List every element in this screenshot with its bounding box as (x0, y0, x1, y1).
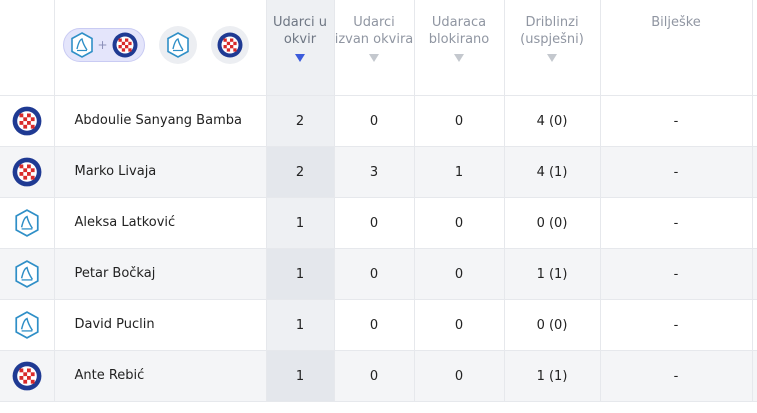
hajduk-logo-icon (112, 32, 138, 58)
team-logo-cell (0, 146, 55, 198)
team-filter-both[interactable]: + (62, 28, 145, 62)
shots-on-target-value: 1 (266, 197, 335, 249)
sort-icon (369, 54, 379, 62)
shots-on-target-value: 1 (266, 350, 335, 402)
notes-value: - (600, 146, 753, 198)
team-filters: + (55, 0, 266, 64)
team-logo-cell (0, 197, 55, 249)
shots-on-target-value: 1 (266, 299, 335, 351)
hajduk-logo-icon (12, 157, 42, 187)
shots-blocked-value: 0 (414, 248, 505, 300)
header-shots-on-target[interactable]: Udarci u okvir (266, 0, 335, 96)
sort-icon (454, 54, 464, 62)
shots-blocked-value: 0 (414, 350, 505, 402)
hajduk-logo-icon (12, 361, 42, 391)
table-row[interactable]: Marko Livaja 2 3 1 4 (1) - (0, 146, 757, 198)
header-notes-label: Bilješke (651, 15, 701, 30)
overflow-cell (752, 248, 757, 300)
osijek-logo-icon (15, 260, 39, 288)
dribbles-value: 4 (0) (504, 95, 601, 147)
hajduk-logo-icon (217, 32, 243, 58)
header-corner (0, 0, 55, 96)
notes-value: - (600, 350, 753, 402)
header-shots-on-target-label: Udarci u okvir (273, 15, 327, 47)
shots-off-target-value: 0 (334, 95, 415, 147)
player-name[interactable]: David Puclin (54, 299, 267, 351)
table-row[interactable]: Abdoulie Sanyang Bamba 2 0 0 4 (0) - (0, 95, 757, 147)
team-logo-cell (0, 350, 55, 402)
player-name[interactable]: Petar Bočkaj (54, 248, 267, 300)
overflow-cell (752, 299, 757, 351)
header-shots-blocked[interactable]: Udaraca blokirano (414, 0, 505, 96)
dribbles-value: 0 (0) (504, 299, 601, 351)
dribbles-value: 0 (0) (504, 197, 601, 249)
notes-value: - (600, 95, 753, 147)
table-row[interactable]: Aleksa Latković 1 0 0 0 (0) - (0, 197, 757, 249)
dribbles-value: 1 (1) (504, 350, 601, 402)
shots-blocked-value: 0 (414, 299, 505, 351)
notes-value: - (600, 299, 753, 351)
shots-off-target-value: 0 (334, 299, 415, 351)
team-logo-cell (0, 248, 55, 300)
table-row[interactable]: David Puclin 1 0 0 0 (0) - (0, 299, 757, 351)
osijek-logo-icon (15, 311, 39, 339)
osijek-logo-icon (166, 32, 189, 58)
notes-value: - (600, 197, 753, 249)
shots-off-target-value: 3 (334, 146, 415, 198)
header-dribbles[interactable]: Driblinzi (uspješni) (504, 0, 601, 96)
sort-desc-icon (295, 54, 305, 62)
team-filter-osijek[interactable] (158, 26, 197, 64)
overflow-cell (752, 146, 757, 198)
table-row[interactable]: Ante Rebić 1 0 0 1 (1) - (0, 350, 757, 402)
shots-off-target-value: 0 (334, 197, 415, 249)
header-shots-off-target-label: Udarci izvan okvira (334, 15, 414, 47)
player-name[interactable]: Abdoulie Sanyang Bamba (54, 95, 267, 147)
plus-sign: + (97, 38, 108, 52)
overflow-cell (752, 350, 757, 402)
dribbles-value: 1 (1) (504, 248, 601, 300)
table-row[interactable]: Petar Bočkaj 1 0 0 1 (1) - (0, 248, 757, 300)
osijek-logo-icon (15, 209, 39, 237)
player-name[interactable]: Ante Rebić (54, 350, 267, 402)
shots-on-target-value: 1 (266, 248, 335, 300)
team-filter-cell: + (54, 0, 267, 96)
overflow-cell (752, 197, 757, 249)
shots-blocked-value: 0 (414, 197, 505, 249)
hajduk-logo-icon (12, 106, 42, 136)
table-header-row: + (0, 0, 757, 96)
player-stats-table: + (0, 0, 757, 402)
shots-on-target-value: 2 (266, 95, 335, 147)
team-logo-cell (0, 299, 55, 351)
overflow-cell (752, 95, 757, 147)
shots-blocked-value: 1 (414, 146, 505, 198)
header-overflow (752, 0, 757, 96)
header-notes: Bilješke (600, 0, 753, 96)
shots-on-target-value: 2 (266, 146, 335, 198)
notes-value: - (600, 248, 753, 300)
shots-off-target-value: 0 (334, 350, 415, 402)
team-logo-cell (0, 95, 55, 147)
osijek-logo-icon (70, 32, 93, 58)
player-name[interactable]: Marko Livaja (54, 146, 267, 198)
shots-off-target-value: 0 (334, 248, 415, 300)
team-filter-hajduk[interactable] (210, 26, 249, 64)
sort-icon (547, 54, 557, 62)
header-shots-off-target[interactable]: Udarci izvan okvira (334, 0, 415, 96)
header-shots-blocked-label: Udaraca blokirano (428, 15, 490, 47)
dribbles-value: 4 (1) (504, 146, 601, 198)
player-name[interactable]: Aleksa Latković (54, 197, 267, 249)
header-dribbles-label: Driblinzi (uspješni) (520, 15, 584, 47)
shots-blocked-value: 0 (414, 95, 505, 147)
